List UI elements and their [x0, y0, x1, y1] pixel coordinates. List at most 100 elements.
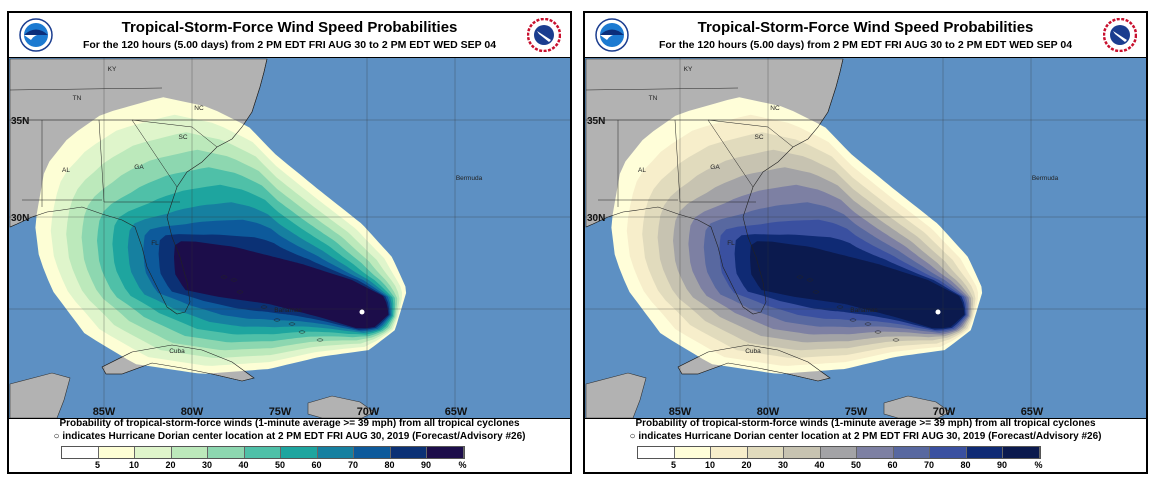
legend-label: 90 — [996, 460, 1008, 470]
state-label: GA — [710, 164, 720, 171]
state-border — [707, 119, 754, 188]
state-label: FL — [151, 240, 159, 247]
legend-swatch — [135, 447, 172, 458]
legend-label: 70 — [347, 460, 359, 470]
probability-map: KY TN NC SC GA AL FL Bahamas Cuba Bermuda 35N 30N 85… — [585, 13, 1146, 472]
state-label: AL — [62, 167, 70, 174]
legend-swatch — [930, 447, 967, 458]
place-label: Bermuda — [456, 175, 483, 182]
map-canvas: KY TN NC SC GA AL FL Bahamas Cuba Bermuda 35N 30N 85… — [9, 13, 570, 472]
caption-text: indicates Hurricane Dorian center locati… — [62, 431, 526, 442]
storm-center-marker — [935, 309, 941, 315]
legend-swatch — [747, 447, 784, 458]
latitude-label: 30N — [11, 213, 29, 224]
probability-map: KY TN NC SC GA AL FL Bahamas Cuba Bermuda 35N 30N 85… — [9, 13, 570, 472]
state-label: SC — [178, 134, 187, 141]
longitude-label: 85W — [669, 406, 692, 418]
legend-swatch — [820, 447, 857, 458]
legend-swatch — [354, 447, 391, 458]
legend-label: 60 — [887, 460, 898, 470]
panel-header: Tropical-Storm-Force Wind Speed Probabil… — [585, 13, 1146, 57]
legend-label: 5 — [94, 460, 101, 470]
longitude-label: 75W — [845, 406, 868, 418]
legend-label: 50 — [850, 460, 862, 470]
legend-swatch — [317, 447, 354, 458]
bahamas-island — [260, 305, 268, 309]
legend-label: 60 — [311, 460, 322, 470]
bahamas-island — [288, 322, 296, 326]
state-label: KY — [108, 66, 117, 73]
legend-swatch — [208, 447, 245, 458]
latitude-label: 30N — [587, 213, 605, 224]
state-label: SC — [754, 134, 763, 141]
state-label: KY — [684, 66, 693, 73]
map-subtitle: For the 120 hours (5.00 days) from 2 PM … — [658, 39, 1073, 51]
place-label: Bahamas — [850, 307, 878, 314]
latitude-label: 35N — [587, 116, 605, 127]
cuba-coast — [677, 344, 831, 382]
longitude-label: 70W — [933, 406, 956, 418]
hispaniola-land — [883, 395, 951, 419]
legend-swatch — [857, 447, 894, 458]
caption-line-1: Probability of tropical-storm-force wind… — [635, 418, 1096, 429]
color-scale-legend — [61, 446, 465, 459]
longitude-label: 75W — [269, 406, 292, 418]
legend-label: 70 — [923, 460, 935, 470]
legend-label: 90 — [420, 460, 432, 470]
legend-label: 10 — [128, 460, 140, 470]
storm-center-circle-icon: ○ — [53, 431, 63, 442]
storm-center-marker — [359, 309, 365, 315]
legend-swatch — [638, 447, 675, 458]
bahamas-island — [874, 330, 882, 334]
bahamas-island — [796, 275, 804, 279]
bahamas-island — [806, 278, 814, 282]
place-label: Bahamas — [274, 307, 302, 314]
legend-swatch — [711, 447, 748, 458]
bahamas-island — [316, 338, 324, 342]
color-scale-legend — [637, 446, 1041, 459]
legend-swatch — [98, 447, 135, 458]
legend-swatch — [1003, 447, 1040, 458]
legend-label: 30 — [777, 460, 789, 470]
storm-center-circle-icon: ○ — [629, 431, 639, 442]
legend-swatch — [966, 447, 1003, 458]
legend-label: 40 — [814, 460, 825, 470]
bahamas-island — [236, 290, 244, 294]
bahamas-island — [220, 275, 228, 279]
probability-contour — [750, 241, 965, 329]
state-label: AL — [638, 167, 646, 174]
legend-label: 50 — [274, 460, 286, 470]
map-title: Tropical-Storm-Force Wind Speed Probabil… — [697, 19, 1034, 36]
noaa-logo — [595, 18, 629, 52]
longitude-label: 65W — [1021, 406, 1044, 418]
map-canvas: KY TN NC SC GA AL FL Bahamas Cuba Bermuda 35N 30N 85… — [585, 13, 1146, 472]
nws-logo — [1103, 18, 1137, 52]
bahamas-island — [892, 338, 900, 342]
legend-swatch — [674, 447, 711, 458]
wind-probability-panel: Tropical-Storm-Force Wind Speed Probabil… — [583, 11, 1148, 474]
hispaniola-land — [307, 395, 375, 419]
longitude-label: 70W — [357, 406, 380, 418]
legend-swatch — [784, 447, 821, 458]
legend-label: 5 — [670, 460, 677, 470]
legend-swatch — [893, 447, 930, 458]
legend-swatch — [281, 447, 318, 458]
state-border — [131, 119, 178, 188]
panel-header: Tropical-Storm-Force Wind Speed Probabil… — [9, 13, 570, 57]
state-border — [674, 119, 681, 203]
place-label: Cuba — [169, 348, 185, 355]
state-border — [585, 87, 739, 91]
place-label: Cuba — [745, 348, 761, 355]
legend-swatch — [171, 447, 208, 458]
state-label: TN — [73, 95, 82, 102]
noaa-logo — [19, 18, 53, 52]
cuba-coast — [101, 344, 255, 382]
legend-swatch — [244, 447, 281, 458]
legend-label: 80 — [960, 460, 971, 470]
state-border — [9, 87, 163, 91]
longitude-label: 65W — [445, 406, 468, 418]
nws-logo — [527, 18, 561, 52]
state-label: NC — [194, 105, 204, 112]
legend-label: 30 — [201, 460, 213, 470]
probability-contour — [174, 241, 389, 329]
